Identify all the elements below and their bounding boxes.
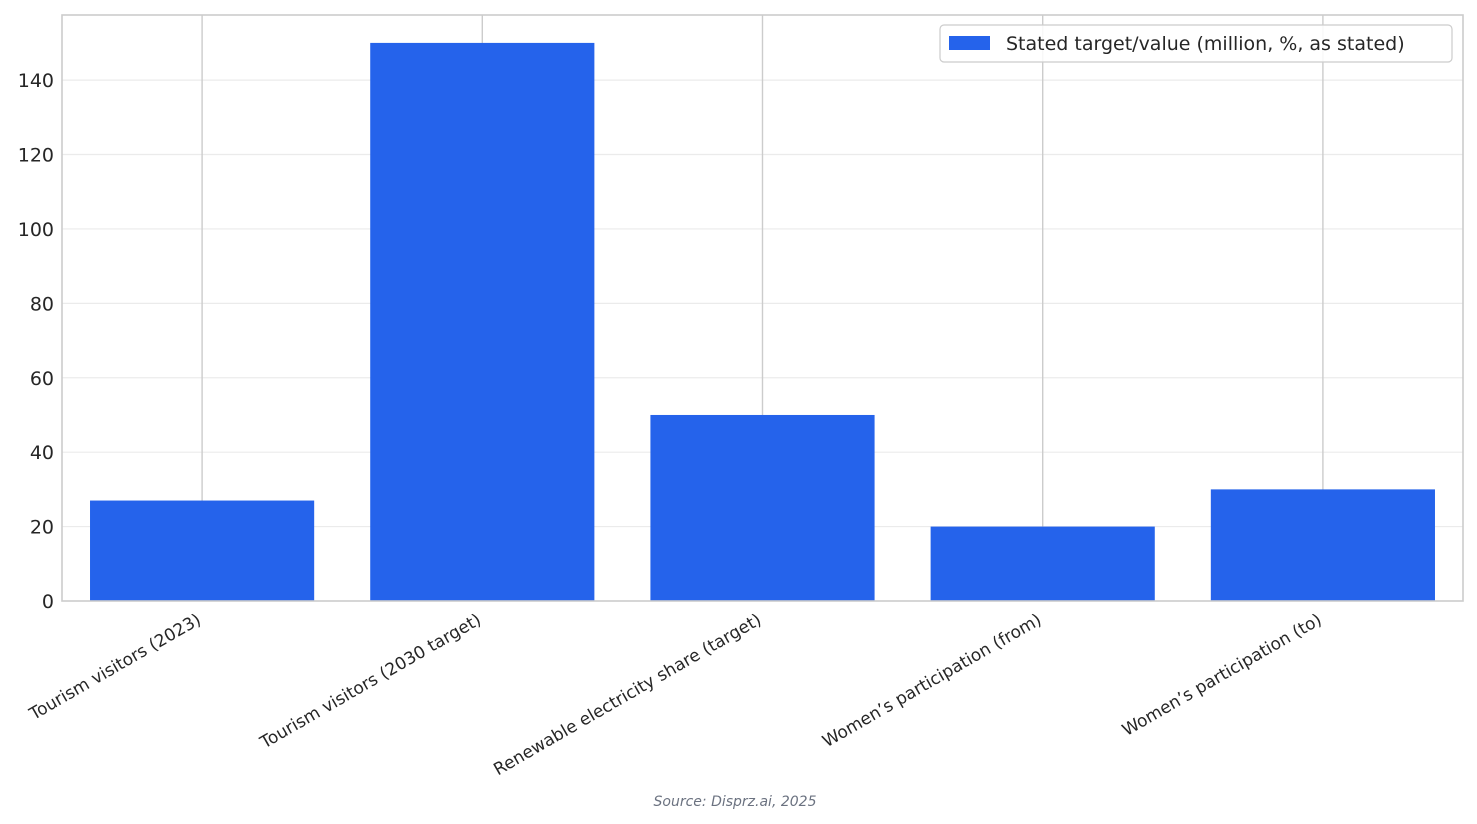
bar [1210, 489, 1435, 601]
y-tick-label: 100 [18, 219, 54, 241]
legend-label: Stated target/value (million, %, as stat… [1006, 33, 1405, 55]
y-tick-label: 40 [30, 442, 54, 464]
y-axis: 0 20 40 60 80 100 120 140 [18, 70, 54, 613]
bar [370, 42, 595, 601]
bar [90, 500, 315, 601]
y-tick-label: 20 [30, 517, 54, 539]
source-note: Source: Disprz.ai, 2025 [654, 794, 817, 810]
y-tick-label: 140 [18, 70, 54, 92]
y-tick-label: 60 [30, 368, 54, 390]
bars [90, 42, 1435, 601]
x-tick-label: Tourism visitors (2023) [25, 610, 204, 725]
y-tick-label: 120 [18, 145, 54, 167]
grid-lines [62, 15, 1463, 601]
legend-box [939, 24, 1453, 63]
legend-swatch [949, 36, 990, 50]
x-tick-label: Tourism visitors (2030 target) [256, 610, 485, 754]
y-tick-label: 80 [30, 293, 54, 315]
x-tick-label: Women’s participation (from) [819, 610, 1045, 752]
x-axis: Tourism visitors (2023) Tourism visitors … [25, 610, 1325, 780]
y-tick-label: 0 [42, 591, 54, 613]
legend: Stated target/value (million, %, as stat… [939, 24, 1453, 63]
bar [650, 414, 875, 601]
plot-frame [61, 14, 1464, 602]
bar [930, 526, 1155, 601]
x-tick-label: Renewable electricity share (target) [490, 610, 765, 780]
x-tick-label: Women’s participation (to) [1119, 610, 1325, 741]
